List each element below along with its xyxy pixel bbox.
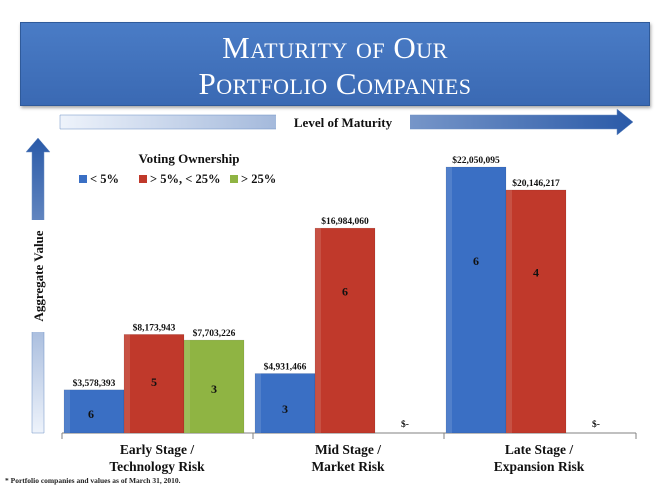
bar-value-label: $- xyxy=(592,419,600,430)
title-banner: Maturity of Our Portfolio Companies xyxy=(20,22,650,106)
title-line-1: Maturity of Our xyxy=(222,30,448,65)
bar xyxy=(314,227,376,434)
bar-highlight xyxy=(255,373,261,433)
bar-highlight xyxy=(124,334,130,433)
bar xyxy=(254,373,316,434)
category-label: Expansion Risk xyxy=(494,459,585,474)
bar-value-label: $7,703,226 xyxy=(193,328,236,339)
legend-entry: > 5%, < 25% xyxy=(150,172,221,186)
bar-value-label: $20,146,217 xyxy=(512,178,560,189)
bar xyxy=(123,334,185,434)
legend-title: Voting Ownership xyxy=(138,151,239,166)
bar-count-label: 3 xyxy=(211,382,217,396)
bar-count-label: 5 xyxy=(151,375,157,389)
bar xyxy=(445,166,507,434)
legend: < 5% > 5%, < 25% > 25% xyxy=(79,172,276,186)
bar-highlight xyxy=(64,389,70,433)
bar-count-label: 6 xyxy=(88,407,94,421)
category-label: Mid Stage / xyxy=(315,442,381,457)
bar-value-label: $22,050,095 xyxy=(452,155,500,166)
aggregate-value-label: Aggregate Value xyxy=(31,230,46,321)
legend-swatch xyxy=(139,175,147,183)
bar-value-label: $4,931,466 xyxy=(264,362,307,373)
bar-count-label: 6 xyxy=(473,254,479,268)
title-line-2: Portfolio Companies xyxy=(198,66,472,101)
bar-value-label: $- xyxy=(401,419,409,430)
bar-highlight xyxy=(315,228,321,433)
category-label: Late Stage / xyxy=(505,442,573,457)
bar-count-label: 6 xyxy=(342,285,348,299)
bar xyxy=(63,389,125,434)
bar xyxy=(183,339,245,434)
legend-swatch xyxy=(79,175,87,183)
bar-count-label: 4 xyxy=(533,265,539,279)
bars-group: $3,578,393 6 $4,931,466 3 $22,050,095 6 $8,173… xyxy=(63,155,600,434)
aggregate-label-bg xyxy=(29,220,47,332)
x-axis-labels: Early Stage / Technology Risk Mid Stage / M… xyxy=(109,442,584,474)
category-label: Market Risk xyxy=(311,459,385,474)
bar-highlight xyxy=(506,189,512,433)
maturity-arrow-label: Level of Maturity xyxy=(294,115,393,130)
category-label: Technology Risk xyxy=(109,459,205,474)
maturity-label-bg xyxy=(276,112,410,132)
legend-swatch xyxy=(230,175,238,183)
footnote: * Portfolio companies and values as of M… xyxy=(5,476,181,485)
bar-value-label: $8,173,943 xyxy=(133,322,176,333)
bar-highlight xyxy=(446,167,452,433)
category-label: Early Stage / xyxy=(120,442,194,457)
bar xyxy=(505,189,567,434)
legend-entry: > 25% xyxy=(241,172,276,186)
bar-highlight xyxy=(184,340,190,433)
bar-value-label: $3,578,393 xyxy=(73,378,116,389)
legend-entry: < 5% xyxy=(90,172,119,186)
bar-count-label: 3 xyxy=(282,402,288,416)
bar-value-label: $16,984,060 xyxy=(321,216,369,227)
